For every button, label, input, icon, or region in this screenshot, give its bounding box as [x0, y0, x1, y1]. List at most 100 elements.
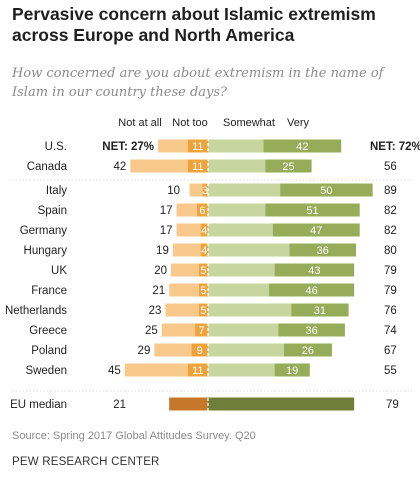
bar-very-germany	[272, 223, 360, 237]
row-label-poland: Poland	[31, 345, 67, 357]
source-note: Source: Spring 2017 Global Attitudes Sur…	[12, 430, 256, 442]
bar-not-too-germany	[200, 223, 208, 237]
row-label-canada: Canada	[27, 161, 68, 173]
label-not-too-germany: 4	[201, 225, 207, 237]
net-unconcerned-germany: 17	[160, 225, 173, 237]
bar-median-unconcerned	[169, 397, 208, 411]
net-concerned-greece: 74	[384, 325, 397, 337]
label-not-too-france: 5	[200, 285, 206, 297]
label-very-france: 46	[305, 285, 317, 297]
net-concerned-poland: 67	[384, 345, 397, 357]
row-label-germany: Germany	[20, 225, 68, 237]
row-label-france: France	[31, 285, 67, 297]
bar-somewhat-germany	[208, 223, 273, 237]
net-unconcerned-u-s: NET: 27%	[102, 141, 154, 153]
net-unconcerned-netherlands: 23	[149, 305, 162, 317]
row-label-netherlands: Netherlands	[5, 305, 67, 317]
bar-not-too-france	[198, 283, 208, 297]
label-not-too-italy: 3	[202, 185, 208, 197]
bar-not-too-netherlands	[198, 303, 208, 317]
net-concerned-netherlands: 76	[384, 305, 397, 317]
net-unconcerned-france: 21	[152, 285, 165, 297]
bar-not-too-italy	[202, 183, 208, 197]
bar-very-u-s	[263, 139, 342, 153]
label-very-germany: 47	[310, 225, 322, 237]
label-very-greece: 36	[305, 325, 317, 337]
bar-median-concerned	[208, 397, 355, 411]
bar-somewhat-hungary	[208, 243, 290, 257]
bar-very-sweden	[274, 363, 310, 377]
label-not-too-greece: 7	[198, 325, 204, 337]
label-not-too-sweden: 11	[192, 365, 203, 377]
bar-somewhat-u-s	[208, 139, 264, 153]
net-concerned-canada: 56	[384, 161, 397, 173]
legend-not-too: Not too	[172, 117, 207, 129]
bar-very-france	[269, 283, 355, 297]
net-concerned-uk: 79	[384, 265, 397, 277]
bar-not-too-hungary	[200, 243, 208, 257]
bar-not-too-greece	[195, 323, 208, 337]
bar-somewhat-uk	[208, 263, 275, 277]
net-unconcerned-poland: 29	[138, 345, 151, 357]
net-concerned-spain: 82	[384, 205, 397, 217]
row-label-sweden: Sweden	[25, 365, 67, 377]
label-not-too-canada: 11	[192, 161, 203, 173]
row-label-hungary: Hungary	[24, 245, 68, 257]
bar-not-too-uk	[198, 263, 208, 277]
chart-subtitle: How concerned are you about extremism in…	[12, 66, 384, 100]
bar-not-at-all-hungary	[172, 243, 201, 257]
label-very-poland: 26	[302, 345, 314, 357]
bar-very-italy	[280, 183, 373, 197]
label-very-netherlands: 31	[314, 305, 326, 317]
bar-very-uk	[274, 263, 355, 277]
row-label-u-s: U.S.	[45, 141, 67, 153]
net-concerned-eu-median: 79	[386, 399, 399, 411]
legend-somewhat: Somewhat	[223, 117, 275, 129]
label-very-italy: 50	[320, 185, 332, 197]
net-unconcerned-spain: 17	[160, 205, 173, 217]
row-label-uk: UK	[51, 265, 67, 277]
net-concerned-germany: 82	[384, 225, 397, 237]
bar-not-at-all-spain	[176, 203, 197, 217]
bar-very-hungary	[289, 243, 356, 257]
bar-not-at-all-italy	[189, 183, 203, 197]
bar-not-at-all-france	[169, 283, 199, 297]
bar-not-at-all-netherlands	[165, 303, 199, 317]
net-concerned-france: 79	[384, 285, 397, 297]
bar-not-too-sweden	[187, 363, 208, 377]
label-very-uk: 43	[308, 265, 320, 277]
row-label-greece: Greece	[29, 325, 67, 337]
legend-very: Very	[287, 117, 310, 129]
brand-name: PEW RESEARCH CENTER	[12, 456, 160, 468]
net-unconcerned-italy: 10	[167, 185, 180, 197]
bar-not-at-all-canada	[130, 159, 188, 173]
net-unconcerned-canada: 42	[114, 161, 127, 173]
net-concerned-sweden: 55	[384, 365, 397, 377]
bar-somewhat-france	[208, 283, 270, 297]
bar-very-greece	[278, 323, 345, 337]
label-not-too-uk: 5	[200, 265, 206, 277]
net-concerned-u-s: NET: 72%	[370, 141, 420, 153]
bar-very-spain	[265, 203, 360, 217]
bar-not-at-all-uk	[171, 263, 199, 277]
label-not-too-spain: 6	[199, 205, 205, 217]
bar-not-too-spain	[196, 203, 208, 217]
label-very-sweden: 19	[286, 365, 298, 377]
bar-not-at-all-u-s	[158, 139, 188, 153]
bar-somewhat-sweden	[208, 363, 275, 377]
net-unconcerned-uk: 20	[154, 265, 167, 277]
label-not-too-netherlands: 5	[200, 305, 206, 317]
net-concerned-italy: 89	[384, 185, 397, 197]
bar-not-at-all-poland	[154, 343, 192, 357]
bar-somewhat-spain	[208, 203, 266, 217]
label-not-too-hungary: 4	[201, 245, 207, 257]
label-not-too-u-s: 11	[192, 141, 203, 153]
bar-very-poland	[283, 343, 332, 357]
bar-not-too-u-s	[187, 139, 208, 153]
bar-not-too-poland	[191, 343, 208, 357]
bar-not-too-canada	[187, 159, 208, 173]
net-unconcerned-sweden: 45	[108, 365, 121, 377]
net-unconcerned-eu-median: 21	[113, 399, 126, 411]
bar-very-netherlands	[291, 303, 349, 317]
